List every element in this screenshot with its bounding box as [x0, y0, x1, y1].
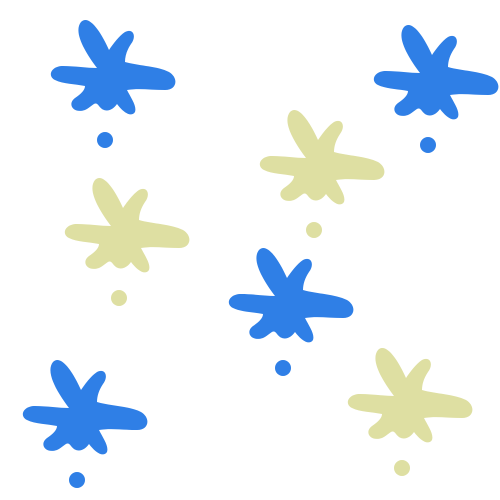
splat-drip-dot — [420, 137, 436, 153]
splat-blob — [50, 20, 176, 115]
splat-drip-dot — [111, 290, 127, 306]
splat-blue-bottom-left — [17, 350, 157, 490]
splat-drip-dot — [69, 472, 85, 488]
splat-blue-center — [223, 238, 363, 378]
splat-drip-dot — [275, 360, 291, 376]
splat-blob — [64, 178, 190, 273]
splat-blob — [347, 348, 473, 443]
splat-khaki-left-middle — [59, 168, 199, 308]
splat-drip-dot — [394, 460, 410, 476]
splat-blue-top-right — [368, 15, 500, 155]
splat-blue-top-left — [45, 10, 185, 150]
splat-blob — [22, 360, 148, 455]
splat-khaki-bottom-right — [342, 338, 482, 478]
splat-drip-dot — [306, 222, 322, 238]
splat-blob — [373, 25, 499, 120]
splat-blob — [259, 110, 385, 205]
splat-khaki-center-top — [254, 100, 394, 240]
splat-blob — [228, 248, 354, 343]
splat-drip-dot — [97, 132, 113, 148]
